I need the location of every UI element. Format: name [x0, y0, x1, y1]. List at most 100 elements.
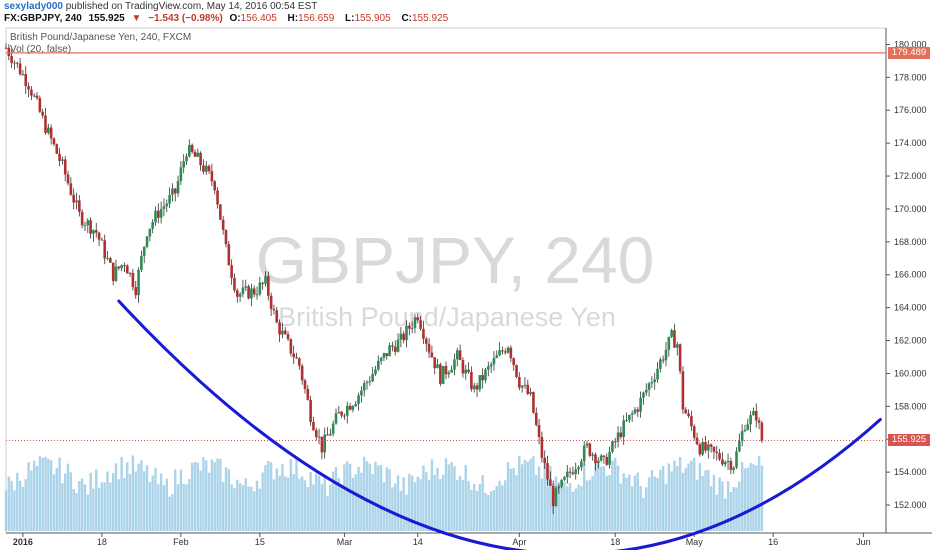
candle-body [75, 200, 78, 203]
candle-body [740, 431, 744, 442]
volume-bar [47, 458, 50, 531]
x-tick-label: Mar [337, 537, 353, 547]
volume-bar [188, 478, 191, 531]
publish-info: sexylady000 published on TradingView.com… [4, 1, 317, 12]
candle-body [7, 47, 11, 57]
candle-body [529, 392, 532, 394]
symbol-label[interactable]: FX:GBPJPY, 240 [4, 13, 82, 24]
candle-body [106, 258, 109, 260]
candle-body [549, 479, 552, 486]
volume-bar [673, 460, 676, 531]
candle-body [752, 411, 755, 416]
volume-bar [630, 486, 634, 531]
volume-bar [410, 475, 414, 531]
volume-bar [24, 479, 27, 531]
candle-body [159, 208, 163, 218]
volume-bar [97, 488, 101, 531]
candle-body [278, 322, 281, 335]
volume-bar [614, 457, 617, 531]
candle-body [611, 441, 614, 452]
candle-body [436, 364, 439, 369]
candle-body [244, 286, 248, 288]
candle-body [749, 415, 752, 425]
candle-body [233, 277, 236, 291]
volume-bar [323, 476, 326, 531]
volume-bar [461, 479, 465, 531]
volume-bar [495, 486, 498, 531]
candle-body [427, 343, 431, 353]
volume-bar [501, 485, 504, 531]
candle-body [295, 357, 298, 359]
volume-bar [131, 455, 135, 531]
volume-bar [667, 463, 671, 531]
candle-body [670, 330, 673, 337]
volume-bar [580, 485, 583, 531]
candle-body [374, 369, 377, 375]
volume-bar [27, 462, 30, 531]
volume-bar [577, 484, 580, 531]
volume-bar [650, 470, 654, 531]
volume-bar [151, 475, 154, 531]
candle-body [591, 454, 594, 456]
volume-bar [30, 470, 33, 531]
volume-bar [351, 477, 355, 531]
candle-body [238, 294, 242, 297]
volume-bar [16, 472, 19, 531]
volume-bar [264, 464, 267, 531]
candle-body [622, 420, 625, 437]
volume-bar [7, 476, 11, 531]
candle-body [207, 165, 211, 172]
volume-bar [140, 460, 143, 531]
candle-body [534, 412, 538, 425]
volume-bar [433, 474, 436, 531]
volume-bar [75, 493, 78, 531]
volume-bar [464, 465, 467, 531]
author-link[interactable]: sexylady000 [4, 1, 63, 12]
volume-bar [145, 465, 149, 531]
candle-body [732, 467, 735, 470]
candle-body [467, 369, 470, 372]
candle-body [509, 347, 513, 359]
candle-body [707, 444, 710, 451]
volume-bar [676, 466, 679, 531]
volume-bar [193, 461, 197, 531]
candle-body [540, 437, 544, 458]
candle-body [100, 239, 104, 241]
volume-bar [456, 479, 459, 531]
candle-body [4, 47, 8, 49]
candle-body [326, 434, 329, 436]
candle-body [594, 454, 597, 464]
volume-bar [599, 466, 603, 531]
candle-body [371, 374, 374, 382]
volume-legend[interactable]: Vol (20, false) [10, 44, 72, 55]
volume-bar [405, 494, 408, 531]
x-tick-label: Jun [856, 537, 871, 547]
candle-body [388, 345, 391, 357]
candle-body [15, 62, 19, 64]
candle-body [89, 220, 92, 234]
candle-body [281, 330, 284, 335]
candle-body [188, 144, 191, 157]
volume-bar [363, 457, 366, 531]
volume-bar [611, 460, 614, 531]
volume-bar [659, 469, 662, 531]
candle-body [723, 462, 727, 465]
volume-bar [518, 456, 521, 531]
ohlc-high: H:156.659 [287, 13, 335, 24]
candle-body [441, 366, 445, 384]
candle-body [487, 366, 490, 370]
y-tick-label: 152.000 [894, 500, 927, 510]
candle-body [701, 442, 704, 455]
volume-bar [306, 487, 309, 531]
volume-bar [66, 463, 70, 531]
series-legend[interactable]: British Pound/Japanese Yen, 240, FXCM [10, 32, 192, 43]
volume-bar [382, 482, 386, 531]
candle-body [470, 371, 473, 390]
volume-bar [247, 486, 250, 531]
volume-bar [111, 473, 115, 531]
candle-body [721, 459, 724, 465]
volume-bar [261, 472, 264, 531]
candle-body [577, 467, 580, 470]
candle-body [235, 290, 239, 297]
